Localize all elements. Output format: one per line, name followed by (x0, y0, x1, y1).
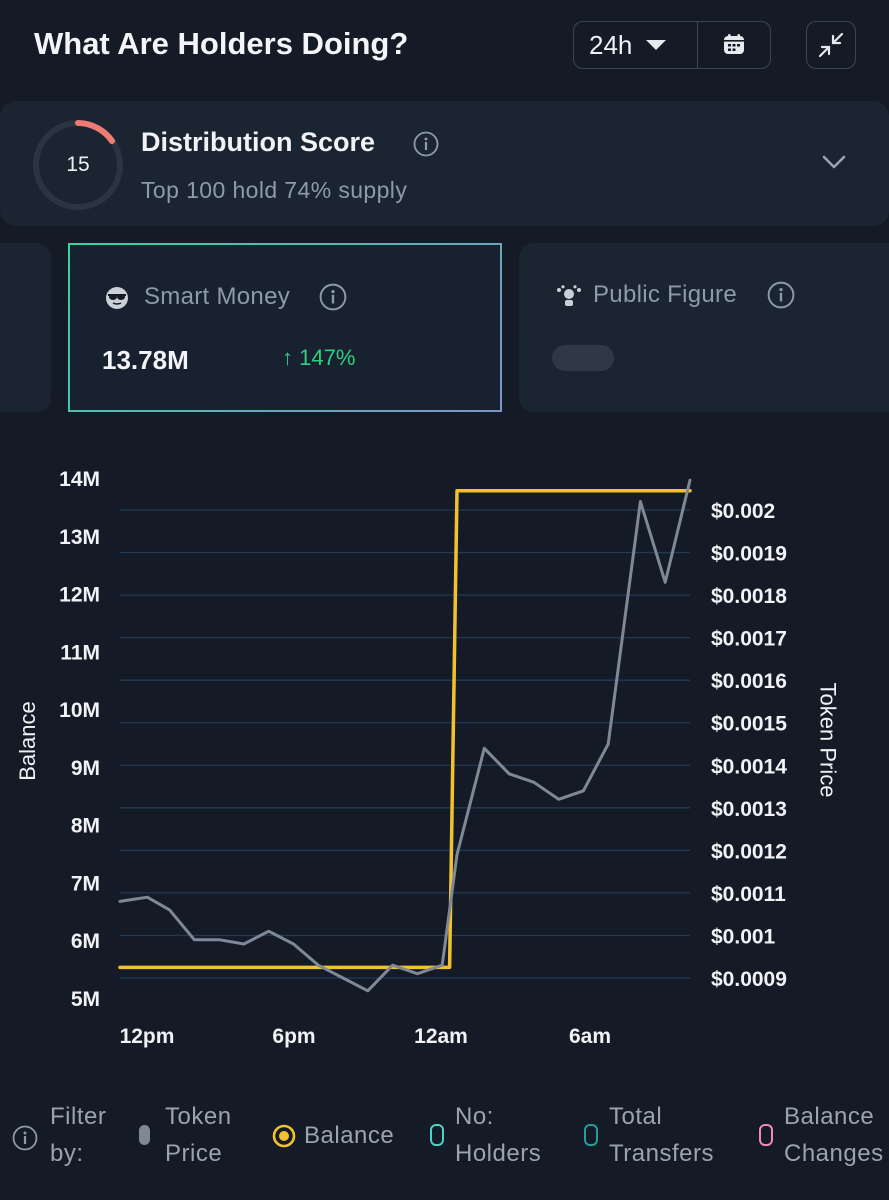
filter-option-line: Price (165, 1140, 223, 1167)
info-icon[interactable] (767, 281, 795, 309)
filter-option-line: Balance (304, 1122, 395, 1149)
filter-by-label: Filter by: (50, 1098, 106, 1172)
y-right-tick-label: $0.001 (711, 925, 776, 948)
loading-placeholder (552, 345, 614, 371)
x-tick-label: 12pm (120, 1025, 175, 1048)
filter-token-price[interactable]: Token Price (139, 1098, 232, 1172)
timeframe-select[interactable]: 24h (574, 22, 698, 68)
y-left-tick-label: 8M (71, 815, 100, 838)
filter-balance-changes[interactable]: Balance Changes (759, 1098, 884, 1172)
score-title: Distribution Score (141, 127, 376, 157)
y-right-tick-label: $0.0017 (711, 628, 787, 651)
distribution-score-card[interactable]: 15 Distribution Score Top 100 hold 74% s… (0, 101, 889, 226)
public-figure-icon (557, 285, 581, 306)
radio-selected-icon (272, 1124, 296, 1148)
y-left-tick-label: 7M (71, 872, 100, 895)
y-right-tick-label: $0.0014 (711, 755, 787, 778)
y-right-tick-label: $0.0019 (711, 543, 787, 566)
score-subtitle: Top 100 hold 74% supply (141, 177, 408, 203)
filter-label-line: Filter (50, 1103, 107, 1130)
filter-option-line: Holders (455, 1140, 542, 1167)
y-right-tick-label: $0.0015 (711, 713, 787, 736)
page-title: What Are Holders Doing? (34, 26, 409, 61)
total-transfers-swatch (584, 1124, 598, 1146)
timeframe-group: 24h (573, 21, 771, 69)
y-right-tick-label: $0.002 (711, 500, 775, 523)
y-left-tick-label: 11M (60, 641, 100, 664)
info-icon[interactable] (319, 283, 347, 311)
filter-row: Filter by: Token Price Balance No: Holde… (0, 1098, 889, 1178)
filter-option-line: Balance (784, 1103, 875, 1130)
holders-chart[interactable]: $0.002 $0.0019 $0.0018 $0.0017 $0.0016 $0.001… (0, 450, 889, 1070)
x-tick-label: 6pm (272, 1025, 315, 1048)
y-left-tick-label: 6M (71, 930, 100, 953)
balance-series-line (118, 488, 692, 970)
filter-total-transfers[interactable]: Total Transfers (584, 1098, 714, 1172)
x-tick-label: 6am (569, 1025, 611, 1048)
y-left-tick-label: 12M (59, 584, 100, 607)
score-ring (33, 120, 123, 210)
y-right-tick-label: $0.0011 (711, 883, 786, 906)
filter-option-line: Token (165, 1103, 232, 1130)
filter-no-holders[interactable]: No: Holders (430, 1098, 541, 1172)
no-holders-swatch (430, 1124, 444, 1146)
y-right-tick-label: $0.0012 (711, 840, 787, 863)
info-icon[interactable] (413, 131, 439, 157)
info-icon[interactable] (12, 1125, 38, 1151)
y-left-tick-label: 13M (59, 526, 100, 549)
timeframe-value: 24h (589, 29, 633, 60)
token-price-series-line (118, 478, 692, 993)
category-card-smart-money[interactable]: Smart Money 13.78M ↑ 147% (68, 243, 502, 412)
filter-option-line: Total (609, 1103, 663, 1130)
balance-changes-swatch (759, 1124, 773, 1146)
category-card-previous[interactable] (0, 243, 51, 412)
y-left-tick-label: 14M (59, 468, 100, 491)
y-right-tick-label: $0.0018 (711, 585, 787, 608)
calendar-button[interactable] (698, 22, 770, 68)
filter-label-line: by: (50, 1140, 84, 1167)
collapse-icon (818, 32, 844, 58)
filter-option-line: Changes (784, 1140, 884, 1167)
score-value: 15 (66, 153, 90, 176)
token-price-swatch (139, 1125, 150, 1145)
category-card-public-figure[interactable]: Public Figure (519, 243, 889, 412)
y-left-tick-label: 10M (59, 699, 100, 722)
sunglasses-icon (106, 287, 128, 309)
collapse-button[interactable] (806, 21, 856, 69)
smart-money-value: 13.78M (102, 345, 189, 375)
smart-money-label: Smart Money (144, 283, 291, 310)
calendar-icon (724, 34, 744, 54)
x-tick-label: 12am (414, 1025, 468, 1048)
y-left-tick-label: 9M (71, 757, 100, 780)
smart-money-change: ↑ 147% (282, 345, 356, 370)
y-right-tick-label: $0.0016 (711, 670, 787, 693)
filter-option-line: Transfers (609, 1140, 714, 1167)
caret-down-icon (646, 40, 667, 50)
chevron-down-icon[interactable] (820, 153, 848, 171)
public-figure-label: Public Figure (593, 281, 737, 308)
y-right-tick-label: $0.0013 (711, 798, 787, 821)
y-right-tick-label: $0.0009 (711, 968, 787, 991)
filter-option-line: No: (455, 1103, 494, 1130)
y-left-tick-label: 5M (71, 988, 100, 1011)
filter-balance[interactable]: Balance (272, 1098, 394, 1154)
